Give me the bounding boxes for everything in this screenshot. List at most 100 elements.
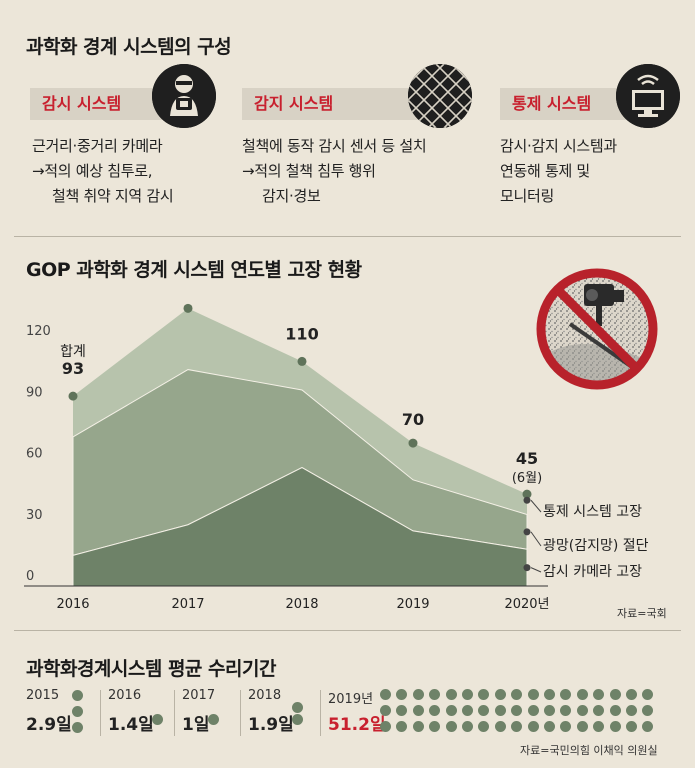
area-control-fault [73,308,527,515]
system-desc-control: 감시·감지 시스템과 연동해 통제 및 모니터링 [500,134,617,209]
system-header-detection: 감지 시스템 [242,88,432,120]
total-label: 45 [516,449,538,468]
total-caption: 합계 [60,344,86,360]
repair-dot [478,705,490,716]
repair-dot [609,721,621,732]
total-label: 110 [285,324,318,343]
repair-title: 과학화경계시스템 평균 수리기간 [26,658,276,680]
desc-line: 감지·경보 [262,187,321,205]
repair-dot [609,689,621,700]
divider [14,630,681,631]
fault-area-chart: 030609012020162017201820192020년931361107… [24,290,649,612]
repair-separator [320,690,321,736]
repair-dot [626,689,637,700]
repair-source: 자료=국민의힘 이채익 의원실 [520,744,658,757]
total-label: 93 [62,359,84,378]
monitor-signal-icon [616,64,680,128]
repair-dot [445,705,457,716]
repair-dot [72,706,83,717]
repair-value: 2.9일 [26,715,72,735]
repair-dot [494,705,506,716]
repair-year: 2018 [248,688,282,703]
x-tick-label: 2018 [285,597,318,612]
repair-dot [396,689,408,700]
x-tick-label: 2020년 [504,597,549,612]
x-tick-label: 2017 [171,597,204,612]
repair-dot [429,721,441,732]
repair-dot [560,705,572,716]
camera-operator-icon [152,64,216,128]
legend-control-fault: 통제 시스템 고장 [543,504,642,520]
repair-dot [544,689,555,700]
repair-value: 1.9일 [248,715,294,735]
repair-separator [240,690,241,736]
repair-dot [292,714,303,725]
repair-dot [72,690,83,701]
legend-camera-fault: 감시 카메라 고장 [543,564,642,580]
legend-leader [530,499,542,513]
repair-dot [412,689,424,700]
desc-line: 모니터링 [500,187,555,205]
repair-year: 2016 [108,688,142,703]
total-point [522,489,532,499]
repair-dot [560,721,572,732]
repair-dot [560,689,572,700]
desc-line: →적의 철책 침투 행위 [242,162,376,180]
desc-line: 연동해 통제 및 [500,162,590,180]
total-label: 70 [402,410,424,429]
repair-dot [576,721,588,732]
fence-net-icon [408,64,472,128]
repair-dot [478,689,490,700]
repair-separator [174,690,175,736]
desc-line: 근거리·중거리 카메라 [32,137,163,155]
legend-marker [523,496,531,504]
repair-dot [429,705,441,716]
repair-dot [593,689,605,700]
repair-dot [626,721,637,732]
repair-dot [208,714,219,725]
repair-year: 2017 [182,688,216,703]
repair-dot [412,705,424,716]
repair-value: 1일 [182,715,210,735]
section1-title: 과학화 경계 시스템의 구성 [26,36,232,58]
repair-dot [494,689,506,700]
chart-source: 자료=국회 [617,607,667,620]
repair-dot [527,705,539,716]
last-period-note: (6월) [512,471,542,486]
repair-dot [412,721,424,732]
repair-dot [445,721,457,732]
repair-dot [576,705,588,716]
repair-dot [396,705,408,716]
repair-year: 2015 [26,688,60,703]
repair-dot [462,721,473,732]
system-desc-surveillance: 근거리·중거리 카메라 →적의 예상 침투로, 철책 취약 지역 감시 [32,134,174,209]
total-point [408,438,418,448]
repair-dot [642,689,654,700]
repair-dot [511,689,523,700]
repair-dot [626,705,637,716]
repair-dot [72,722,83,733]
repair-dot [462,705,473,716]
repair-dot [445,689,457,700]
desc-line: 감시·감지 시스템과 [500,137,617,155]
repair-value: 1.4일 [108,715,154,735]
desc-line: →적의 예상 침투로, [32,162,153,180]
repair-dot [380,721,391,732]
no-camera-icon [530,262,664,400]
repair-dot [527,721,539,732]
repair-dot [494,721,506,732]
repair-dot [462,689,473,700]
repair-dot [380,689,391,700]
repair-year: 2019년 [328,692,374,707]
repair-dot [642,721,654,732]
legend-marker [523,528,531,536]
desc-line: 철책에 동작 감시 센서 등 설치 [242,137,427,155]
legend-fence-cut: 광망(감지망) 절단 [543,538,649,554]
total-point [68,391,78,401]
repair-separator [100,690,101,736]
repair-dot [511,721,523,732]
x-tick-label: 2016 [56,597,89,612]
repair-value: 51.2일 [328,715,386,735]
repair-dot [576,689,588,700]
y-tick-label: 120 [26,324,51,339]
